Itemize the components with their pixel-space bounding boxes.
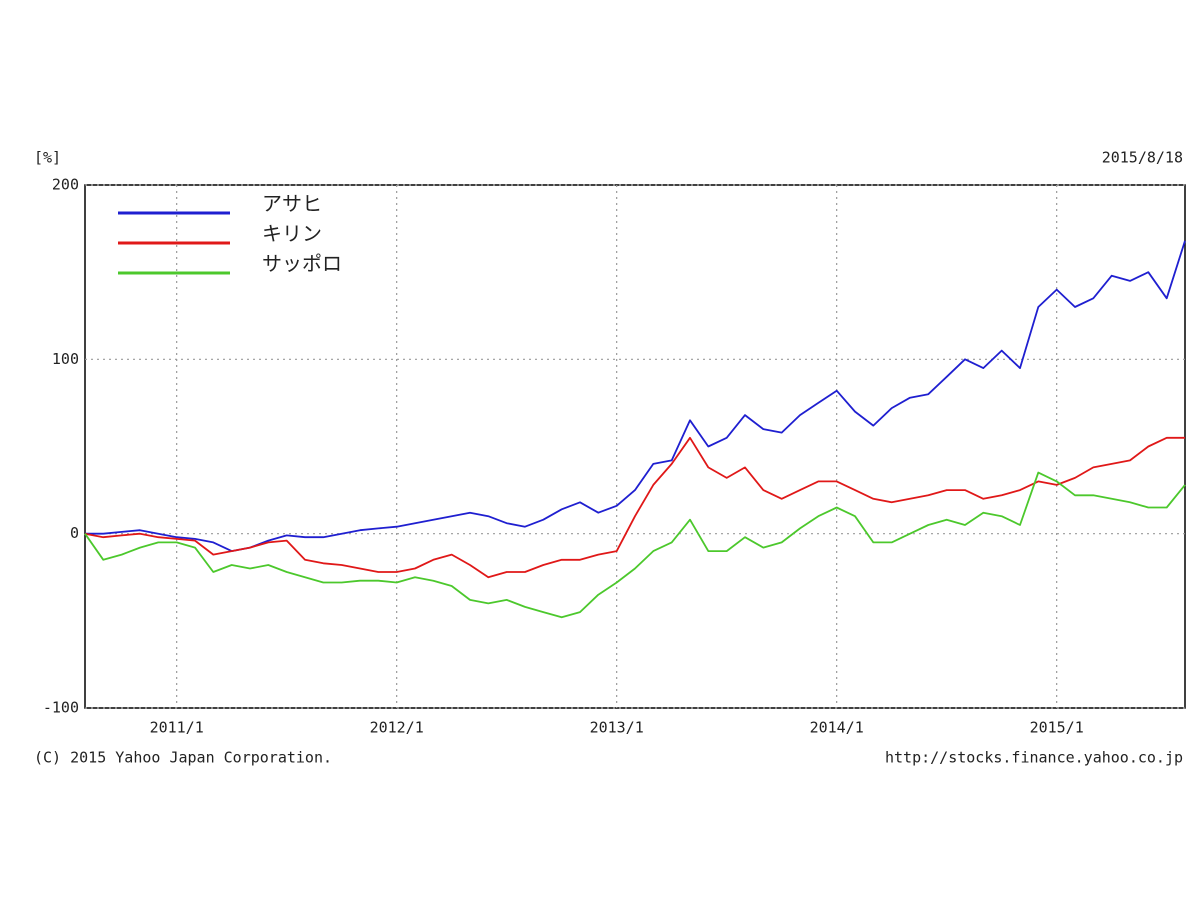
x-tick-label: 2012/1 xyxy=(370,719,424,737)
x-tick-label: 2015/1 xyxy=(1030,719,1084,737)
legend-label: キリン xyxy=(262,222,322,246)
copyright: (C) 2015 Yahoo Japan Corporation. xyxy=(34,749,332,767)
date-label: 2015/8/18 xyxy=(1102,149,1183,167)
y-axis-label: [%] xyxy=(34,149,61,167)
x-tick-label: 2011/1 xyxy=(150,719,204,737)
source-url: http://stocks.finance.yahoo.co.jp xyxy=(885,749,1183,767)
y-tick-label: 200 xyxy=(52,176,79,194)
y-tick-label: 100 xyxy=(52,350,79,368)
legend-label: アサヒ xyxy=(262,192,322,216)
plot-frame xyxy=(84,184,1186,709)
legend-label: サッポロ xyxy=(262,252,342,276)
lines xyxy=(84,240,1186,619)
y-tick-label: 0 xyxy=(70,524,79,542)
series-line xyxy=(85,240,1186,552)
y-tick-label: -100 xyxy=(43,699,79,717)
series-line xyxy=(84,471,1186,619)
x-tick-label: 2014/1 xyxy=(810,719,864,737)
series-line xyxy=(84,436,1185,579)
x-tick-label: 2013/1 xyxy=(590,719,644,737)
